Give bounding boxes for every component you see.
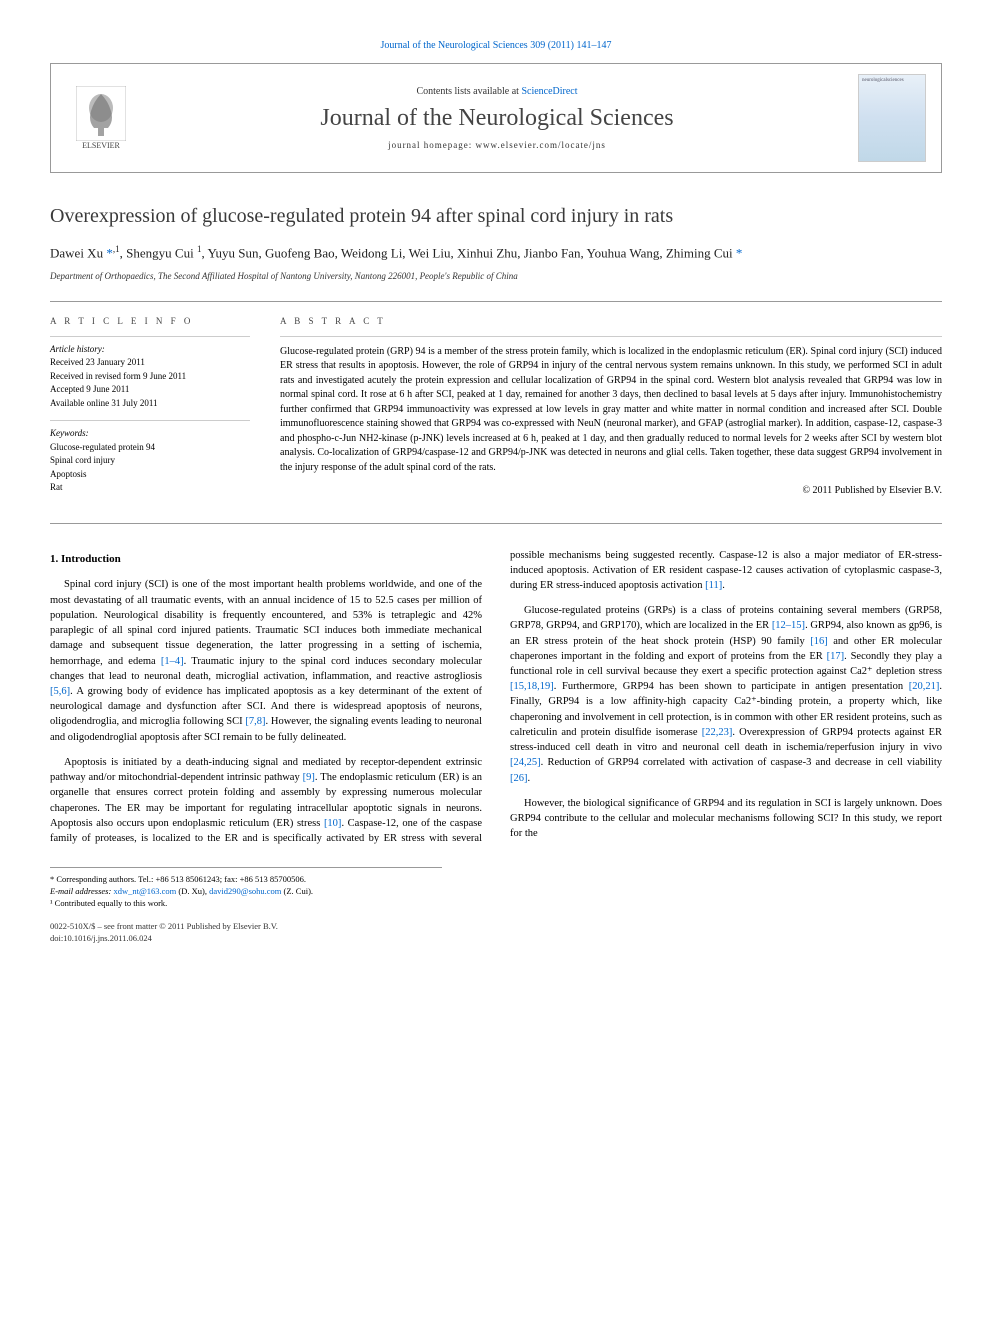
history-line: Accepted 9 June 2011 bbox=[50, 383, 250, 397]
body-paragraph: Spinal cord injury (SCI) is one of the m… bbox=[50, 577, 482, 744]
history-line: Received 23 January 2011 bbox=[50, 356, 250, 370]
cover-label: neurologicalsciences bbox=[862, 78, 922, 83]
journal-header: ELSEVIER Contents lists available at Sci… bbox=[50, 63, 942, 173]
contents-line: Contents lists available at ScienceDirec… bbox=[136, 86, 858, 97]
abstract-heading: A B S T R A C T bbox=[280, 316, 942, 326]
ref-link[interactable]: [9] bbox=[303, 772, 315, 783]
elsevier-tree-icon bbox=[76, 86, 126, 141]
journal-name: Journal of the Neurological Sciences bbox=[136, 105, 858, 132]
ref-link[interactable]: [24,25] bbox=[510, 757, 541, 768]
footnotes: * Corresponding authors. Tel.: +86 513 8… bbox=[50, 867, 442, 910]
email-link[interactable]: xdw_nt@163.com bbox=[113, 886, 176, 896]
ref-link[interactable]: [7,8] bbox=[245, 716, 265, 727]
history-label: Article history: bbox=[50, 343, 250, 357]
ref-link[interactable]: [1–4] bbox=[161, 656, 184, 667]
body-paragraph: However, the biological significance of … bbox=[510, 796, 942, 842]
keyword: Glucose-regulated protein 94 bbox=[50, 441, 250, 455]
journal-cover-thumbnail: neurologicalsciences bbox=[858, 74, 926, 162]
abstract-copyright: © 2011 Published by Elsevier B.V. bbox=[280, 485, 942, 496]
keyword: Spinal cord injury bbox=[50, 454, 250, 468]
history-line: Available online 31 July 2011 bbox=[50, 397, 250, 411]
doi-line: doi:10.1016/j.jns.2011.06.024 bbox=[50, 933, 942, 945]
section-heading: 1. Introduction bbox=[50, 552, 482, 568]
corresponding-note: * Corresponding authors. Tel.: +86 513 8… bbox=[50, 874, 442, 886]
ref-link[interactable]: [15,18,19] bbox=[510, 681, 554, 692]
affiliation: Department of Orthopaedics, The Second A… bbox=[50, 271, 942, 281]
homepage-url: www.elsevier.com/locate/jns bbox=[476, 140, 606, 150]
contribution-note: ¹ Contributed equally to this work. bbox=[50, 898, 442, 910]
email-link[interactable]: david290@sohu.com bbox=[209, 886, 281, 896]
article-info-heading: A R T I C L E I N F O bbox=[50, 316, 250, 326]
journal-citation: Journal of the Neurological Sciences 309… bbox=[50, 40, 942, 51]
abstract-text: Glucose-regulated protein (GRP) 94 is a … bbox=[280, 336, 942, 476]
ref-link[interactable]: [11] bbox=[705, 580, 722, 591]
keyword: Apoptosis bbox=[50, 468, 250, 482]
body-paragraph: Glucose-regulated proteins (GRPs) is a c… bbox=[510, 603, 942, 786]
history-line: Received in revised form 9 June 2011 bbox=[50, 370, 250, 384]
keyword: Rat bbox=[50, 481, 250, 495]
homepage-line: journal homepage: www.elsevier.com/locat… bbox=[136, 140, 858, 150]
ref-link[interactable]: [5,6] bbox=[50, 686, 70, 697]
email-note: E-mail addresses: xdw_nt@163.com (D. Xu)… bbox=[50, 886, 442, 898]
footer-meta: 0022-510X/$ – see front matter © 2011 Pu… bbox=[50, 921, 942, 945]
homepage-prefix: journal homepage: bbox=[388, 140, 475, 150]
publisher-logo: ELSEVIER bbox=[66, 78, 136, 158]
front-matter-line: 0022-510X/$ – see front matter © 2011 Pu… bbox=[50, 921, 942, 933]
body-text: 1. Introduction Spinal cord injury (SCI)… bbox=[50, 548, 942, 849]
keywords-label: Keywords: bbox=[50, 427, 250, 441]
ref-link[interactable]: [20,21] bbox=[909, 681, 940, 692]
sciencedirect-link[interactable]: ScienceDirect bbox=[521, 86, 577, 97]
ref-link[interactable]: [12–15] bbox=[772, 620, 805, 631]
author-list: Dawei Xu *,1, Shengyu Cui 1, Yuyu Sun, G… bbox=[50, 243, 942, 263]
ref-link[interactable]: [10] bbox=[324, 818, 342, 829]
contents-prefix: Contents lists available at bbox=[416, 86, 521, 97]
ref-link[interactable]: [26] bbox=[510, 773, 528, 784]
publisher-name: ELSEVIER bbox=[82, 141, 120, 150]
article-title: Overexpression of glucose-regulated prot… bbox=[50, 203, 942, 229]
ref-link[interactable]: [16] bbox=[810, 636, 828, 647]
ref-link[interactable]: [17] bbox=[827, 651, 845, 662]
journal-citation-link[interactable]: Journal of the Neurological Sciences 309… bbox=[381, 40, 612, 51]
ref-link[interactable]: [22,23] bbox=[702, 727, 733, 738]
